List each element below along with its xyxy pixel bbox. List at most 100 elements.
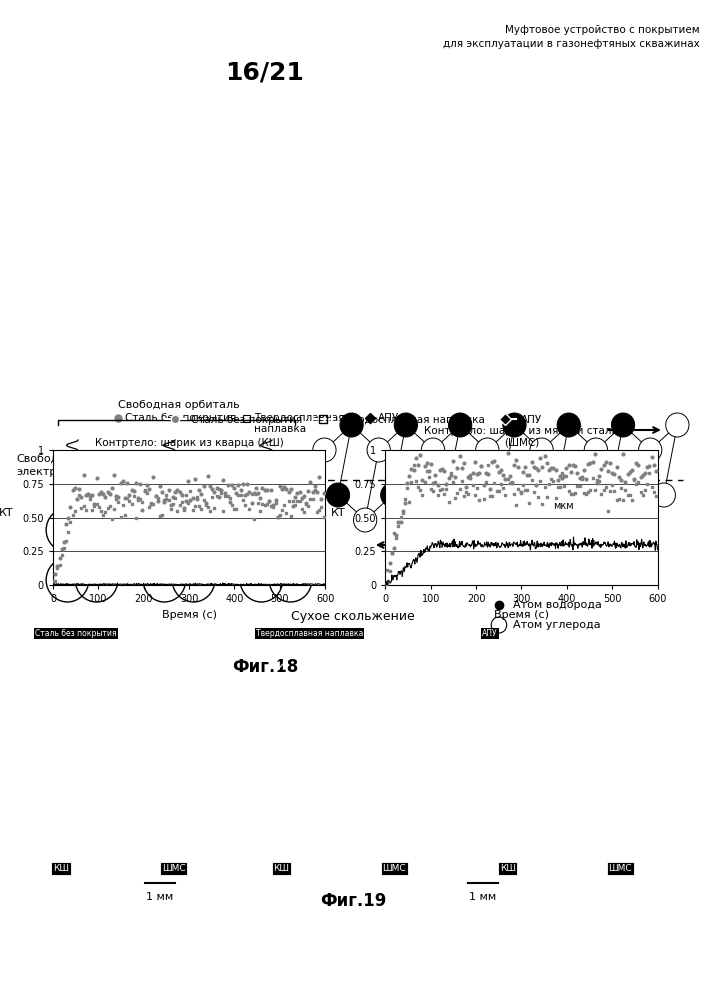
Point xyxy=(64,828,76,844)
Point xyxy=(106,511,117,527)
Point xyxy=(593,473,604,489)
Point xyxy=(491,483,502,499)
Point xyxy=(478,477,489,493)
Point xyxy=(578,485,590,501)
Point xyxy=(316,499,327,515)
Point xyxy=(633,457,644,473)
Circle shape xyxy=(367,438,390,462)
Point xyxy=(139,483,151,499)
Point xyxy=(617,492,629,508)
Point xyxy=(252,495,264,511)
Point xyxy=(76,489,87,505)
Point xyxy=(119,507,131,523)
Point xyxy=(303,498,314,514)
Point xyxy=(318,485,329,501)
Point xyxy=(268,497,279,513)
Point xyxy=(200,497,211,513)
Point xyxy=(515,485,526,501)
Point xyxy=(134,476,146,492)
Point xyxy=(496,476,507,492)
Point xyxy=(526,454,537,470)
Point xyxy=(198,492,209,508)
Point xyxy=(309,482,320,498)
Point xyxy=(154,508,165,524)
Point xyxy=(589,482,600,498)
Point xyxy=(456,460,467,476)
Point xyxy=(117,473,129,489)
Point xyxy=(128,483,139,499)
Point xyxy=(228,501,240,517)
Point xyxy=(307,491,318,507)
Point xyxy=(141,485,153,501)
Point xyxy=(108,467,119,483)
Point xyxy=(102,484,113,500)
Point xyxy=(200,495,211,511)
Point xyxy=(386,545,397,561)
Point xyxy=(274,478,286,494)
Point xyxy=(52,560,63,576)
Point xyxy=(305,491,316,507)
Point xyxy=(643,465,655,481)
Point xyxy=(532,489,544,505)
Point xyxy=(255,503,266,519)
Point xyxy=(408,457,419,473)
Point xyxy=(244,484,255,500)
Point xyxy=(218,503,229,519)
Point xyxy=(393,514,404,530)
Point xyxy=(580,486,592,502)
Circle shape xyxy=(421,438,445,462)
Point xyxy=(300,496,312,512)
Point xyxy=(404,494,415,510)
Point xyxy=(150,488,161,504)
Point xyxy=(47,573,59,589)
Point xyxy=(609,466,620,482)
Point xyxy=(388,525,399,541)
Point xyxy=(563,457,574,473)
Point xyxy=(416,487,428,503)
Point xyxy=(91,470,103,486)
Point xyxy=(548,460,559,476)
Point xyxy=(467,465,478,481)
Point xyxy=(156,507,168,523)
Point xyxy=(528,484,539,500)
Point xyxy=(119,490,131,506)
Text: КШ: КШ xyxy=(500,864,515,873)
Point xyxy=(432,487,443,503)
Point xyxy=(426,456,437,472)
Point xyxy=(93,486,105,502)
Point xyxy=(593,468,604,484)
Point xyxy=(176,494,187,510)
Point xyxy=(294,484,305,500)
Point xyxy=(264,493,275,509)
Circle shape xyxy=(625,508,648,532)
Circle shape xyxy=(530,438,554,462)
Point xyxy=(432,477,443,493)
Point xyxy=(268,499,279,515)
Point xyxy=(486,454,498,470)
Point xyxy=(139,482,151,498)
Point xyxy=(602,463,614,479)
Circle shape xyxy=(612,413,635,437)
Point xyxy=(87,502,98,518)
Point xyxy=(397,503,409,519)
Point xyxy=(50,801,62,817)
Point xyxy=(170,490,181,506)
Title: Контртело: шарик из кварца (КШ): Контртело: шарик из кварца (КШ) xyxy=(95,438,284,448)
Point xyxy=(421,455,433,471)
Point xyxy=(410,450,421,466)
Point xyxy=(144,499,155,515)
Point xyxy=(434,482,445,498)
Point xyxy=(421,463,433,479)
Point xyxy=(619,474,631,490)
Point xyxy=(482,457,493,473)
Point xyxy=(559,478,570,494)
Point xyxy=(34,852,45,868)
Point xyxy=(163,492,175,508)
Point xyxy=(209,500,220,516)
Point xyxy=(58,534,69,550)
Point xyxy=(517,477,528,493)
Point xyxy=(128,488,139,504)
Point xyxy=(622,806,633,822)
Point xyxy=(548,473,559,489)
Point xyxy=(476,458,487,474)
